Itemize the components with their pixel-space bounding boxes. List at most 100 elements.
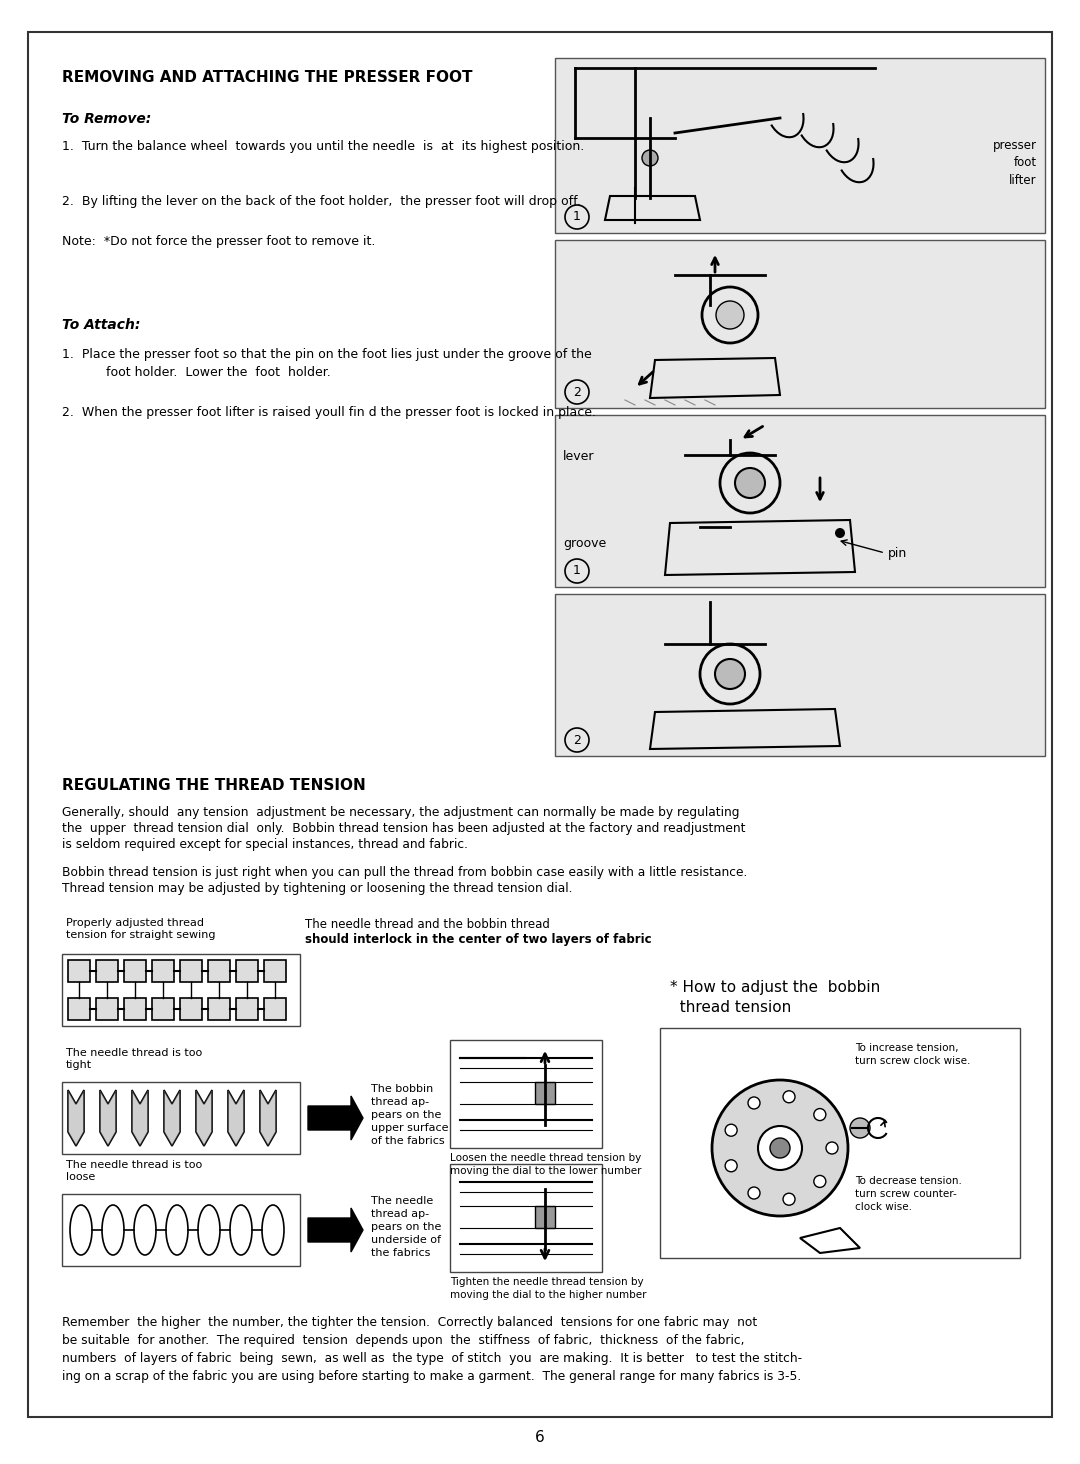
- Text: Thread tension may be adjusted by tightening or loosening the thread tension dia: Thread tension may be adjusted by tighte…: [62, 881, 572, 895]
- Text: 1.  Place the presser foot so that the pin on the foot lies just under the groov: 1. Place the presser foot so that the pi…: [62, 348, 592, 362]
- Text: 2.  When the presser foot lifter is raised youll fin d the presser foot is locke: 2. When the presser foot lifter is raise…: [62, 406, 596, 419]
- Text: underside of: underside of: [372, 1236, 441, 1244]
- Text: To Remove:: To Remove:: [62, 113, 151, 126]
- Bar: [180, 998, 202, 1020]
- Text: should interlock in the center of two layers of fabric: should interlock in the center of two la…: [305, 933, 651, 946]
- Text: turn screw clock wise.: turn screw clock wise.: [855, 1056, 970, 1066]
- Text: moving the dial to the lower number: moving the dial to the lower number: [450, 1165, 642, 1176]
- Bar: [555, 414, 1045, 587]
- Text: foot holder.  Lower the  foot  holder.: foot holder. Lower the foot holder.: [82, 366, 330, 379]
- Bar: [450, 1039, 602, 1148]
- Bar: [555, 594, 1045, 755]
- Circle shape: [814, 1176, 826, 1187]
- Bar: [555, 240, 1045, 408]
- Bar: [152, 998, 174, 1020]
- Text: Bobbin thread tension is just right when you can pull the thread from bobbin cas: Bobbin thread tension is just right when…: [62, 867, 747, 878]
- Text: the  upper  thread tension dial  only.  Bobbin thread tension has been adjusted : the upper thread tension dial only. Bobb…: [62, 821, 745, 834]
- Text: pears on the: pears on the: [372, 1110, 442, 1120]
- Text: * How to adjust the  bobbin: * How to adjust the bobbin: [670, 979, 880, 996]
- Circle shape: [748, 1097, 760, 1108]
- Circle shape: [725, 1124, 738, 1136]
- Circle shape: [783, 1193, 795, 1205]
- Bar: [450, 1164, 602, 1272]
- Text: 1: 1: [573, 211, 581, 224]
- Bar: [62, 955, 300, 1026]
- Bar: [68, 960, 90, 982]
- Text: REGULATING THE THREAD TENSION: REGULATING THE THREAD TENSION: [62, 777, 366, 793]
- Text: To Attach:: To Attach:: [62, 318, 140, 332]
- Circle shape: [850, 1118, 870, 1138]
- Text: The bobbin: The bobbin: [372, 1083, 433, 1094]
- Circle shape: [712, 1080, 848, 1217]
- Text: thread tension: thread tension: [670, 1000, 792, 1015]
- Text: lever: lever: [563, 451, 594, 464]
- Bar: [96, 998, 118, 1020]
- Text: numbers  of layers of fabric  being  sewn,  as well as  the type  of stitch  you: numbers of layers of fabric being sewn, …: [62, 1351, 802, 1364]
- Polygon shape: [260, 1091, 276, 1146]
- Bar: [208, 998, 230, 1020]
- Bar: [96, 960, 118, 982]
- Polygon shape: [308, 1208, 363, 1252]
- Text: ing on a scrap of the fabric you are using before starting to make a garment.  T: ing on a scrap of the fabric you are usi…: [62, 1370, 801, 1383]
- Text: To increase tension,: To increase tension,: [855, 1042, 959, 1053]
- Circle shape: [735, 468, 765, 498]
- Circle shape: [715, 659, 745, 690]
- Text: upper surface: upper surface: [372, 1123, 448, 1133]
- Text: Remember  the higher  the number, the tighter the tension.  Correctly balanced  : Remember the higher the number, the tigh…: [62, 1316, 757, 1329]
- Bar: [180, 960, 202, 982]
- Text: The needle thread is too
loose: The needle thread is too loose: [66, 1159, 202, 1183]
- Text: be suitable  for another.  The required  tension  depends upon  the  stiffness  : be suitable for another. The required te…: [62, 1334, 744, 1347]
- Bar: [535, 1206, 555, 1228]
- Text: To decrease tension.: To decrease tension.: [855, 1176, 962, 1186]
- Bar: [237, 998, 258, 1020]
- Circle shape: [770, 1138, 789, 1158]
- Polygon shape: [164, 1091, 180, 1146]
- Circle shape: [826, 1142, 838, 1154]
- Bar: [555, 59, 1045, 233]
- Bar: [264, 960, 286, 982]
- Text: thread ap-: thread ap-: [372, 1209, 429, 1220]
- Text: The needle thread and the bobbin thread: The needle thread and the bobbin thread: [305, 918, 550, 931]
- Bar: [152, 960, 174, 982]
- Polygon shape: [308, 1097, 363, 1140]
- Polygon shape: [228, 1091, 244, 1146]
- Bar: [535, 1082, 555, 1104]
- Text: 2.  By lifting the lever on the back of the foot holder,  the presser foot will : 2. By lifting the lever on the back of t…: [62, 195, 581, 208]
- Circle shape: [716, 302, 744, 329]
- Text: REMOVING AND ATTACHING THE PRESSER FOOT: REMOVING AND ATTACHING THE PRESSER FOOT: [62, 70, 473, 85]
- Text: pears on the: pears on the: [372, 1222, 442, 1233]
- Bar: [124, 998, 146, 1020]
- Polygon shape: [68, 1091, 84, 1146]
- Text: The needle thread is too
tight: The needle thread is too tight: [66, 1048, 202, 1070]
- Text: Note:  *Do not force the presser foot to remove it.: Note: *Do not force the presser foot to …: [62, 236, 376, 247]
- Bar: [264, 998, 286, 1020]
- Text: 1: 1: [573, 565, 581, 577]
- Text: the fabrics: the fabrics: [372, 1247, 430, 1258]
- Circle shape: [725, 1159, 738, 1171]
- Text: Loosen the needle thread tension by: Loosen the needle thread tension by: [450, 1154, 642, 1162]
- Circle shape: [835, 529, 845, 537]
- Bar: [660, 1028, 1020, 1258]
- Text: pin: pin: [888, 546, 907, 559]
- Bar: [124, 960, 146, 982]
- Text: turn screw counter-: turn screw counter-: [855, 1189, 957, 1199]
- Text: 1.  Turn the balance wheel  towards you until the needle  is  at  its highest po: 1. Turn the balance wheel towards you un…: [62, 141, 584, 154]
- Text: 6: 6: [535, 1429, 545, 1445]
- Circle shape: [783, 1091, 795, 1102]
- Bar: [62, 1082, 300, 1154]
- Circle shape: [748, 1187, 760, 1199]
- Text: thread ap-: thread ap-: [372, 1097, 429, 1107]
- Circle shape: [642, 149, 658, 165]
- Text: 2: 2: [573, 733, 581, 747]
- Text: The needle: The needle: [372, 1196, 433, 1206]
- Text: moving the dial to the higher number: moving the dial to the higher number: [450, 1290, 647, 1300]
- Text: Tighten the needle thread tension by: Tighten the needle thread tension by: [450, 1277, 644, 1287]
- Text: Properly adjusted thread
tension for straight sewing: Properly adjusted thread tension for str…: [66, 918, 216, 940]
- Text: of the fabrics: of the fabrics: [372, 1136, 445, 1146]
- Text: groove: groove: [563, 536, 606, 549]
- Text: 2: 2: [573, 385, 581, 398]
- Circle shape: [814, 1108, 826, 1120]
- Polygon shape: [132, 1091, 148, 1146]
- Bar: [62, 1195, 300, 1266]
- Text: is seldom required except for special instances, thread and fabric.: is seldom required except for special in…: [62, 837, 468, 851]
